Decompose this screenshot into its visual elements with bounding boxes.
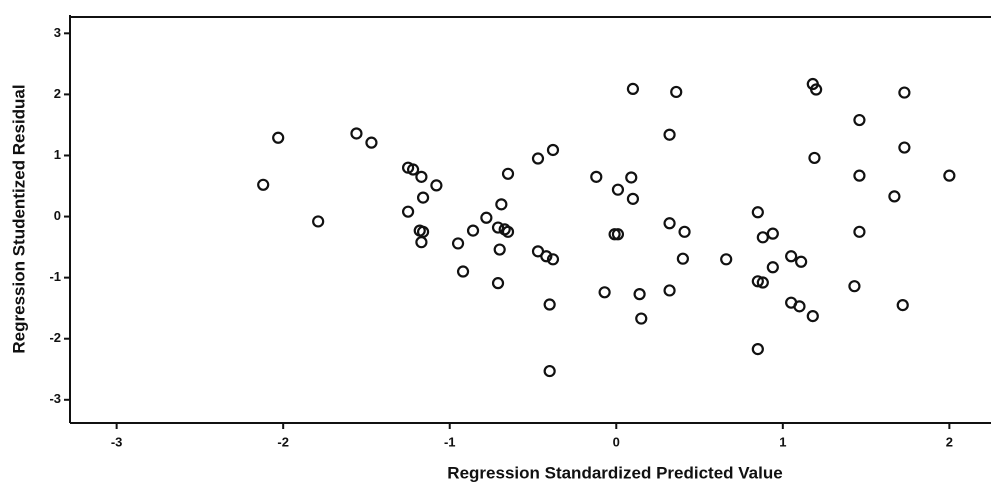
point bbox=[546, 253, 560, 266]
x-tick-label: 0 bbox=[613, 434, 620, 449]
point bbox=[756, 231, 769, 244]
point bbox=[480, 211, 493, 224]
point bbox=[810, 83, 823, 96]
point bbox=[793, 300, 806, 313]
point bbox=[543, 364, 556, 378]
point bbox=[663, 217, 676, 230]
point bbox=[257, 178, 270, 191]
point bbox=[888, 190, 901, 203]
point bbox=[540, 250, 553, 263]
x-tick-label: -2 bbox=[277, 434, 289, 449]
point bbox=[350, 127, 363, 140]
point bbox=[501, 167, 515, 180]
point bbox=[720, 253, 733, 266]
point bbox=[608, 228, 621, 241]
y-tick-label: -3 bbox=[49, 391, 61, 406]
point bbox=[853, 225, 866, 238]
point bbox=[456, 265, 470, 278]
point bbox=[756, 276, 769, 289]
x-tick-label: 1 bbox=[779, 434, 786, 449]
point bbox=[751, 206, 764, 219]
point bbox=[406, 163, 420, 176]
point bbox=[272, 131, 285, 144]
point bbox=[853, 113, 866, 127]
y-axis-title: Regression Studentized Residual bbox=[9, 84, 28, 353]
point bbox=[853, 169, 866, 182]
x-tick-label: -3 bbox=[111, 434, 123, 449]
point bbox=[546, 143, 560, 157]
point bbox=[416, 191, 430, 204]
point bbox=[678, 225, 691, 238]
point bbox=[626, 192, 640, 205]
point bbox=[495, 198, 508, 211]
y-tick-label: -1 bbox=[49, 269, 61, 284]
x-tick-label: 2 bbox=[946, 434, 953, 449]
point bbox=[491, 221, 505, 234]
y-tick-label: 0 bbox=[54, 208, 61, 223]
point bbox=[626, 82, 640, 96]
y-tick-label: -2 bbox=[49, 330, 61, 345]
point bbox=[501, 225, 515, 238]
point bbox=[795, 255, 808, 268]
point bbox=[635, 312, 648, 325]
point bbox=[531, 152, 545, 165]
point bbox=[598, 286, 611, 299]
point bbox=[663, 128, 676, 141]
point bbox=[401, 205, 415, 218]
point bbox=[766, 227, 779, 240]
point bbox=[466, 224, 480, 237]
y-tick-label: 3 bbox=[54, 25, 61, 40]
point bbox=[415, 236, 428, 249]
point bbox=[898, 141, 911, 154]
point bbox=[491, 277, 505, 290]
point bbox=[751, 342, 764, 356]
point bbox=[896, 299, 909, 312]
point bbox=[670, 85, 683, 99]
point bbox=[365, 136, 378, 149]
point bbox=[543, 298, 556, 311]
point bbox=[625, 171, 638, 184]
point bbox=[676, 252, 689, 265]
point bbox=[751, 275, 764, 288]
point bbox=[451, 237, 465, 250]
point bbox=[808, 151, 821, 165]
y-tick-label: 1 bbox=[54, 147, 61, 162]
point bbox=[785, 250, 798, 263]
point bbox=[415, 170, 428, 183]
point bbox=[430, 179, 443, 192]
point bbox=[590, 170, 603, 183]
point bbox=[848, 280, 861, 293]
x-tick-label: -1 bbox=[444, 434, 456, 449]
point bbox=[898, 86, 911, 99]
point bbox=[312, 215, 325, 228]
point bbox=[663, 284, 676, 297]
point bbox=[611, 183, 625, 196]
y-tick-label: 2 bbox=[54, 86, 61, 101]
point bbox=[943, 169, 956, 182]
x-axis-title: Regression Standardized Predicted Value bbox=[447, 463, 782, 482]
point bbox=[766, 261, 779, 274]
point bbox=[806, 310, 819, 323]
point bbox=[493, 243, 506, 256]
point bbox=[633, 288, 646, 301]
